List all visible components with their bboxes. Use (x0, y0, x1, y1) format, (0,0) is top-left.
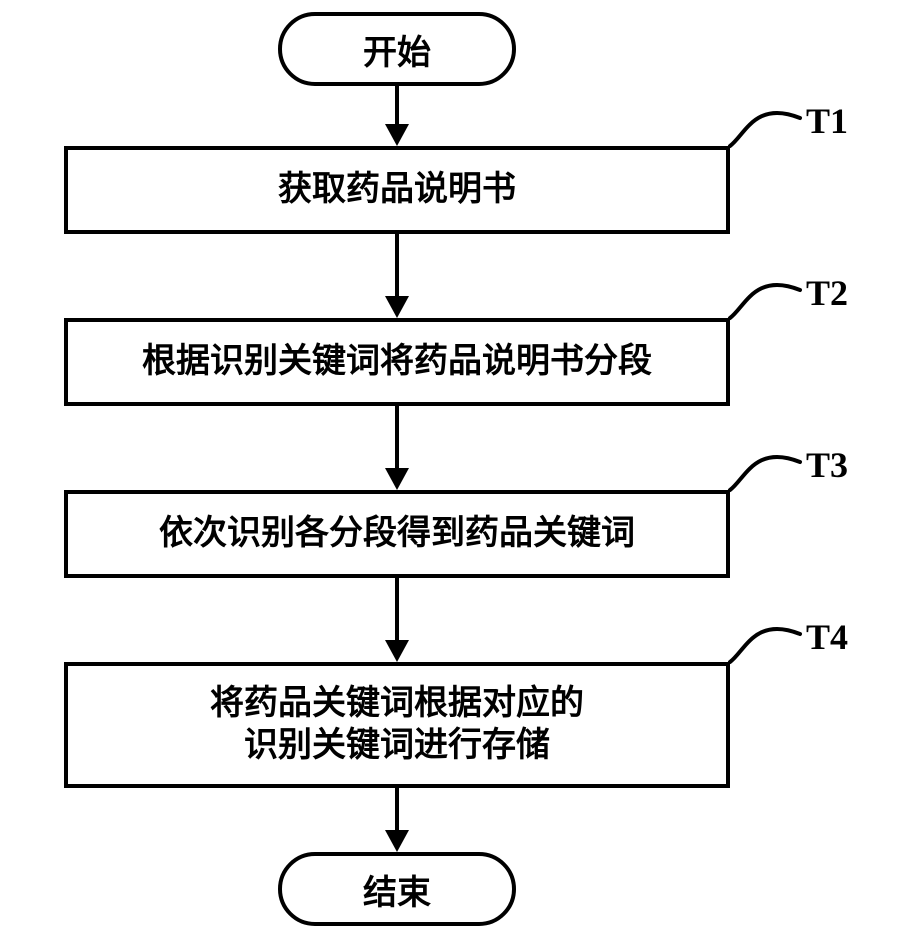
connectors-svg (0, 0, 904, 943)
arrows-group (385, 86, 409, 852)
flowchart-container: 开始 获取药品说明书 根据识别关键词将药品说明书分段 依次识别各分段得到药品关键… (0, 0, 904, 943)
leaders-group (730, 113, 800, 662)
